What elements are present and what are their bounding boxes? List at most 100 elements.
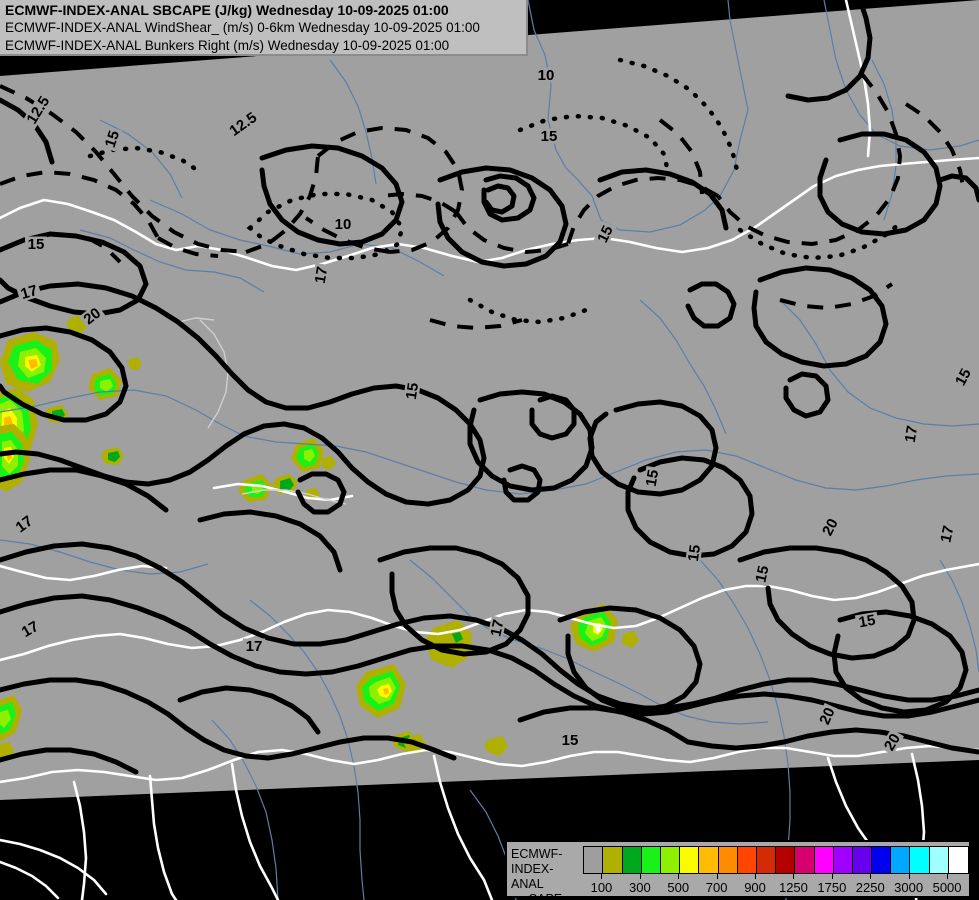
svg-text:17: 17 [937, 524, 957, 544]
title-line-bunkers-right: ECMWF-INDEX-ANAL Bunkers Right (m/s) Wed… [5, 38, 450, 53]
contour-label-15-7: 15 [593, 220, 617, 248]
svg-text:15: 15 [643, 468, 663, 487]
svg-text:17: 17 [19, 618, 42, 641]
svg-text:17: 17 [19, 282, 40, 303]
contour-label-15-11: 15 [403, 379, 422, 403]
contour-label-20-25: 20 [815, 702, 839, 730]
colorbar-swatch-18[interactable] [929, 847, 949, 873]
cape-blob-group-alps [238, 438, 336, 502]
contour-label-20-10: 20 [78, 303, 106, 329]
svg-text:17: 17 [487, 618, 507, 638]
contour-label-17-15: 17 [10, 511, 38, 537]
svg-text:17: 17 [246, 638, 263, 655]
colorbar-wrap[interactable]: 100 300 500 700 900 1250 1750 2250 3000 5000 [583, 846, 969, 896]
colorbar-swatch-7[interactable] [718, 847, 738, 873]
contour-label-15-18: 15 [752, 561, 773, 587]
svg-text:20: 20 [816, 705, 838, 727]
contour-label-17-21: 17 [243, 638, 265, 655]
contour-label-17-8: 17 [16, 281, 42, 303]
colorbar-label-3000: 3000 [894, 880, 924, 895]
contour-label-17-20: 17 [16, 617, 44, 641]
colorbar-tick-500 [678, 874, 680, 879]
colorbar-swatch-16[interactable] [891, 847, 911, 873]
svg-text:15: 15 [685, 544, 704, 563]
contour-label-10-6: 10 [332, 216, 354, 233]
contour-label-17-13: 17 [902, 421, 921, 447]
svg-text:17: 17 [312, 265, 332, 284]
colorbar-swatch-12[interactable] [814, 847, 834, 873]
colorbar-tick-300 [639, 874, 641, 879]
svg-text:15: 15 [541, 128, 558, 145]
contour-label-15-23: 15 [854, 612, 880, 632]
colorbar-swatch-13[interactable] [833, 847, 853, 873]
colorbar-tick-700 [716, 874, 718, 879]
contour-label-10-4: 10 [535, 67, 557, 84]
svg-text:10: 10 [335, 216, 352, 233]
contour-label-17-19: 17 [937, 521, 958, 547]
colorbar-swatch-3[interactable] [641, 847, 661, 873]
colorbar-label-700: 700 [705, 880, 728, 895]
colorbar-swatch-19[interactable] [948, 847, 968, 873]
windshear-contours [0, 72, 966, 331]
colorbar-swatch-17[interactable] [910, 847, 930, 873]
analysis-contours [0, 0, 979, 772]
svg-text:15: 15 [594, 223, 617, 245]
colorbar-legend-panel: ECMWF-INDEX-ANAL CAPE J/kg 100 300 500 700 9… [505, 840, 971, 900]
cape-colorbar[interactable] [583, 846, 969, 874]
svg-text:15: 15 [403, 382, 422, 401]
contour-label-15-24: 15 [559, 732, 581, 749]
contour-label-15-5: 15 [25, 236, 47, 253]
colorbar-tick-900 [755, 874, 757, 879]
colorbar-label-300: 300 [628, 880, 651, 895]
colorbar-swatch-1[interactable] [603, 847, 623, 873]
colorbar-swatch-2[interactable] [622, 847, 642, 873]
colorbar-label-5000: 5000 [932, 880, 962, 895]
contour-label-20-26: 20 [880, 728, 904, 756]
svg-text:20: 20 [819, 516, 842, 539]
legend-variable-label: CAPE [528, 892, 563, 900]
svg-text:10: 10 [538, 67, 555, 84]
colorbar-swatch-0[interactable] [584, 847, 604, 873]
svg-text:15: 15 [752, 564, 772, 584]
cape-blob-group-central [0, 604, 639, 760]
colorbar-swatch-5[interactable] [680, 847, 700, 873]
colorbar-swatch-8[interactable] [737, 847, 757, 873]
colorbar-swatch-11[interactable] [795, 847, 815, 873]
colorbar-label-100: 100 [590, 880, 613, 895]
svg-text:20: 20 [80, 305, 104, 329]
svg-text:15: 15 [857, 612, 876, 632]
colorbar-tick-1750 [831, 874, 833, 879]
colorbar-swatch-15[interactable] [872, 847, 892, 873]
contour-label-15-17: 15 [685, 541, 704, 565]
colorbar-swatch-4[interactable] [661, 847, 681, 873]
svg-text:17: 17 [13, 513, 36, 537]
colorbar-label-1250: 1250 [778, 880, 808, 895]
colorbar-swatch-9[interactable] [756, 847, 777, 873]
contour-label-15-2: 15 [101, 126, 123, 152]
colorbar-swatch-10[interactable] [776, 847, 796, 873]
contour-label-17-9: 17 [312, 262, 332, 288]
colorbar-ticks [583, 874, 969, 880]
svg-text:20: 20 [881, 731, 904, 754]
legend-title-block: ECMWF-INDEX-ANAL CAPE J/kg [507, 842, 583, 900]
colorbar-label-2250: 2250 [855, 880, 885, 895]
svg-text:15: 15 [102, 129, 123, 150]
colorbar-label-1750: 1750 [817, 880, 847, 895]
colorbar-tick-labels: 100 300 500 700 900 1250 1750 2250 3000 5000 [583, 880, 969, 896]
model-domain-fill [0, 0, 979, 800]
colorbar-swatch-6[interactable] [699, 847, 719, 873]
colorbar-label-500: 500 [667, 880, 690, 895]
colorbar-tick-3000 [908, 874, 910, 879]
svg-text:15: 15 [952, 366, 975, 389]
contour-label-17-22: 17 [487, 615, 508, 641]
title-line-sbcape: ECMWF-INDEX-ANAL SBCAPE (J/kg) Wednesday… [5, 2, 449, 18]
contour-label-15-3: 15 [538, 128, 560, 145]
colorbar-tick-100 [601, 874, 603, 879]
colorbar-tick-5000 [947, 874, 949, 879]
colorbar-swatch-14[interactable] [852, 847, 873, 873]
colorbar-label-900: 900 [744, 880, 766, 895]
bunkers-right-contours [87, 57, 905, 325]
